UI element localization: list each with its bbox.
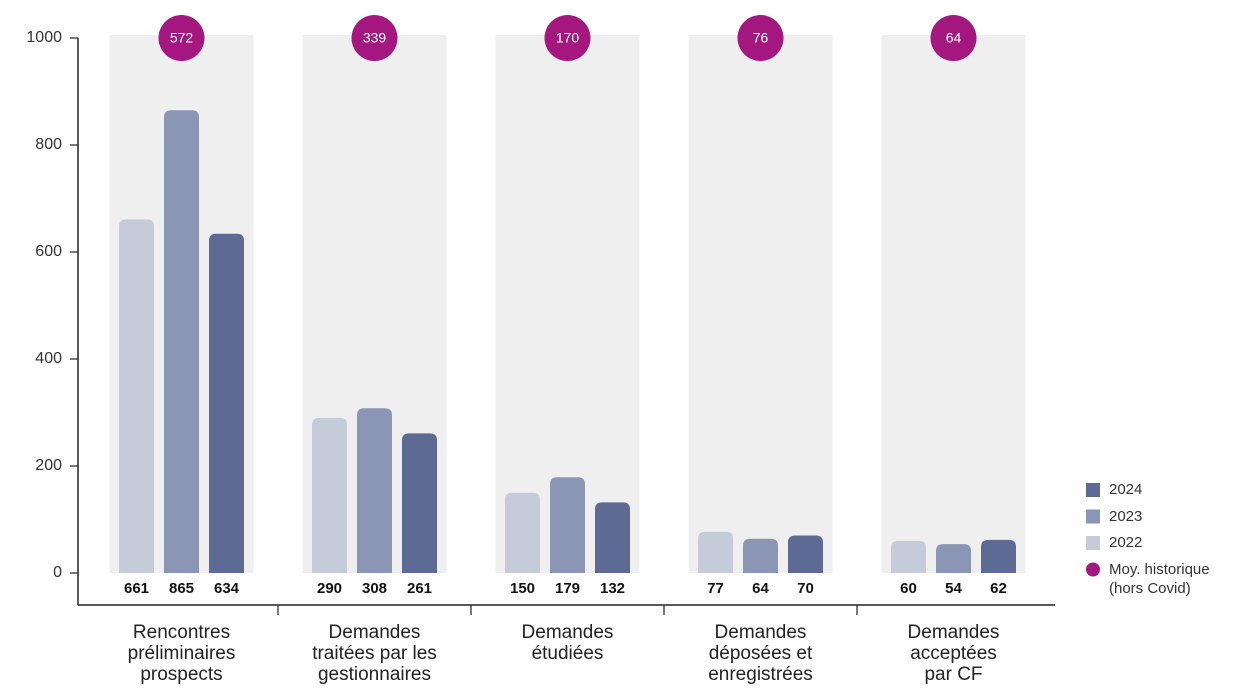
value-label: 661 <box>124 580 149 597</box>
bar <box>698 531 733 573</box>
y-tick-label: 1000 <box>26 29 62 46</box>
average-marker <box>544 15 591 61</box>
x-tick-label: Demandes <box>329 622 421 643</box>
category-band <box>688 35 833 573</box>
x-tick-label: étudiées <box>532 643 604 664</box>
legend-label: 2022 <box>1109 534 1143 551</box>
value-label: 62 <box>990 580 1007 597</box>
bar <box>595 502 630 573</box>
average-label: 76 <box>753 30 769 46</box>
bar <box>312 417 347 573</box>
category-band <box>881 35 1026 573</box>
y-tick-label: 0 <box>53 564 62 581</box>
legend-marker <box>1086 509 1100 524</box>
x-tick-label: Rencontres <box>133 622 230 643</box>
value-label: 261 <box>407 580 432 597</box>
x-tick-label: acceptées <box>910 643 997 664</box>
x-tick-label: préliminaires <box>128 643 236 664</box>
y-tick-label: 200 <box>35 457 62 474</box>
legend-label: 2024 <box>1109 481 1143 498</box>
x-tick-label: Demandes <box>715 622 807 643</box>
y-tick-label: 600 <box>35 243 62 260</box>
bar <box>936 544 971 573</box>
y-tick-label: 400 <box>35 350 62 367</box>
bar <box>402 433 437 573</box>
average-label: 572 <box>170 30 194 46</box>
x-tick-label: gestionnaires <box>318 664 431 685</box>
legend-marker <box>1086 536 1100 550</box>
average-marker <box>930 15 977 61</box>
legend-label: 2023 <box>1109 507 1143 525</box>
bar <box>788 535 823 573</box>
value-label: 308 <box>362 580 387 597</box>
bar <box>981 539 1016 573</box>
bar <box>209 233 244 573</box>
x-tick-label: traitées par les <box>312 643 437 664</box>
value-label: 179 <box>555 580 580 597</box>
bar <box>119 219 154 574</box>
average-marker <box>351 15 398 61</box>
value-label: 290 <box>317 580 342 597</box>
x-tick-label: Demandes <box>522 622 614 643</box>
x-tick-label: par CF <box>924 664 982 685</box>
legend-marker <box>1086 483 1100 497</box>
average-marker <box>737 15 784 61</box>
x-tick-label: déposées et <box>709 643 813 664</box>
bar <box>550 477 585 573</box>
value-label: 77 <box>707 580 724 597</box>
value-label: 60 <box>900 580 917 597</box>
average-label: 339 <box>363 30 387 46</box>
value-label: 54 <box>945 580 962 597</box>
average-label: 64 <box>946 30 962 46</box>
average-marker <box>158 15 205 61</box>
x-tick-label: prospects <box>140 664 222 685</box>
bar <box>743 538 778 573</box>
average-label: 170 <box>556 30 580 46</box>
bar <box>357 408 392 573</box>
value-label: 64 <box>752 580 769 597</box>
value-label: 865 <box>169 580 194 597</box>
bar <box>891 540 926 573</box>
x-tick-label: enregistrées <box>708 664 813 685</box>
value-label: 150 <box>510 580 535 597</box>
legend-marker <box>1086 562 1100 577</box>
bar <box>164 110 199 573</box>
bar <box>505 492 540 573</box>
x-tick-label: Demandes <box>908 622 1000 643</box>
y-tick-label: 800 <box>35 136 62 153</box>
legend-label: Moy. historique (hors Covid) <box>1109 560 1210 597</box>
value-label: 132 <box>600 580 625 597</box>
value-label: 634 <box>214 580 240 597</box>
value-label: 70 <box>797 580 814 597</box>
